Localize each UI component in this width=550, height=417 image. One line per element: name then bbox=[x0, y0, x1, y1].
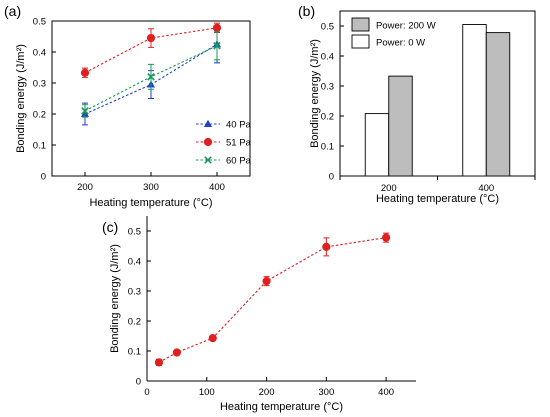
panel-a-series-line bbox=[84, 27, 218, 74]
panel-a-x-tick-label: 300 bbox=[143, 182, 159, 193]
panel-a-x-axis-label: Heating temperature (°C) bbox=[89, 197, 212, 209]
panel-c-y-tick-label: 0 bbox=[136, 377, 141, 388]
panel-a-x-tick-label: 400 bbox=[209, 182, 225, 193]
panel-b-y-axis-label: Bonding energy (J/m²) bbox=[309, 39, 321, 148]
panel-b-bar bbox=[364, 113, 390, 177]
panel-c-y-tick-label: 0.1 bbox=[128, 347, 141, 358]
panel-b-y-tick-label: 0.4 bbox=[321, 52, 334, 63]
panel-a-chart: 0 0.1 0.2 0.3 0.4 0.5 200 300 400 (a) Heating temp… bbox=[4, 3, 252, 209]
panel-a-y-axis-label: Bonding energy (J/m²) bbox=[15, 44, 27, 153]
panel-b-legend-swatch bbox=[351, 17, 370, 32]
panel-a-y-tick-label: 0.5 bbox=[33, 17, 46, 28]
panel-a-data-point bbox=[80, 68, 90, 77]
panel-b-panel-label: (b) bbox=[298, 3, 315, 19]
panel-b-chart: 0 0.1 0.2 0.3 0.4 0.5 200 400 Power: 200 W Power:… bbox=[298, 3, 536, 205]
panel-a-y-tick-label: 0.3 bbox=[33, 79, 46, 90]
panel-b-x-axis-label: Heating temperature (°C) bbox=[376, 193, 499, 205]
panel-a-data-point bbox=[81, 107, 89, 115]
panel-b-x-tick-label: 200 bbox=[381, 183, 397, 194]
panel-b-y-tick-label: 0.3 bbox=[321, 82, 334, 93]
panel-c-x-tick-label: 300 bbox=[318, 387, 334, 398]
panel-c-data-point bbox=[208, 334, 217, 343]
panel-a-x-tick-label: 200 bbox=[77, 182, 93, 193]
panel-c-y-axis-label: Bonding energy (J/m²) bbox=[109, 244, 121, 353]
panel-b-bar bbox=[462, 24, 487, 177]
panel-b-legend-swatch bbox=[351, 34, 370, 49]
panel-a-legend-label: 40 Pa bbox=[226, 120, 252, 131]
panel-c-data-point bbox=[154, 358, 164, 367]
panel-c-chart: 0 0.1 0.2 0.3 0.4 0.5 0 100 200 300 400 (c) Heating … bbox=[102, 216, 416, 413]
panel-c-data-point bbox=[172, 348, 181, 357]
panel-a-data-point bbox=[147, 73, 155, 81]
panel-a-y-tick-label: 0.2 bbox=[33, 110, 46, 121]
panel-c-y-tick-label: 0.2 bbox=[128, 317, 141, 328]
panel-b-legend-label: Power: 200 W bbox=[376, 21, 436, 32]
panel-b-y-tick-label: 0.2 bbox=[321, 112, 334, 123]
panel-c-x-axis-label: Heating temperature (°C) bbox=[220, 401, 343, 413]
panel-b-x-tick-label: 400 bbox=[478, 183, 494, 194]
panel-c-panel-label: (c) bbox=[102, 219, 118, 235]
panel-a-data-point bbox=[212, 23, 222, 32]
panel-a-legend-marker bbox=[204, 119, 212, 127]
panel-c-x-tick-label: 100 bbox=[199, 387, 215, 398]
panel-c-x-tick-label: 400 bbox=[378, 387, 394, 398]
panel-c-data-point bbox=[262, 277, 271, 286]
panel-a-y-tick-label: 0.4 bbox=[33, 48, 46, 59]
panel-b-bar bbox=[388, 75, 413, 177]
panel-b-legend-label: Power: 0 W bbox=[376, 38, 425, 49]
panel-a-data-point bbox=[146, 33, 156, 43]
panel-c-y-tick-label: 0.5 bbox=[128, 227, 141, 238]
panel-c-data-point bbox=[382, 233, 391, 242]
panel-b-y-tick-label: 0.1 bbox=[321, 142, 334, 153]
panel-c-x-tick-label: 0 bbox=[144, 387, 149, 398]
panel-a-y-tick-label: 0 bbox=[41, 172, 46, 183]
panel-b-y-tick-label: 0 bbox=[329, 172, 334, 183]
panel-a-legend-label: 51 Pa bbox=[226, 138, 252, 149]
panel-c-x-tick-label: 200 bbox=[259, 387, 275, 398]
panel-b-y-tick-label: 0.5 bbox=[321, 22, 334, 33]
panel-a-panel-label: (a) bbox=[4, 3, 21, 19]
panel-c-series-line bbox=[158, 237, 387, 363]
panel-a-data-point bbox=[213, 42, 221, 50]
panel-c-y-tick-label: 0.4 bbox=[128, 257, 141, 268]
panel-c-data-point bbox=[322, 242, 331, 251]
panel-c-y-tick-label: 0.3 bbox=[128, 287, 141, 298]
panel-b-bar bbox=[485, 32, 511, 177]
panel-a-legend-marker bbox=[204, 156, 212, 164]
panel-a-y-tick-label: 0.1 bbox=[33, 141, 46, 152]
panel-a-legend-marker bbox=[203, 137, 213, 147]
panel-a-legend-label: 60 Pa bbox=[226, 156, 252, 167]
